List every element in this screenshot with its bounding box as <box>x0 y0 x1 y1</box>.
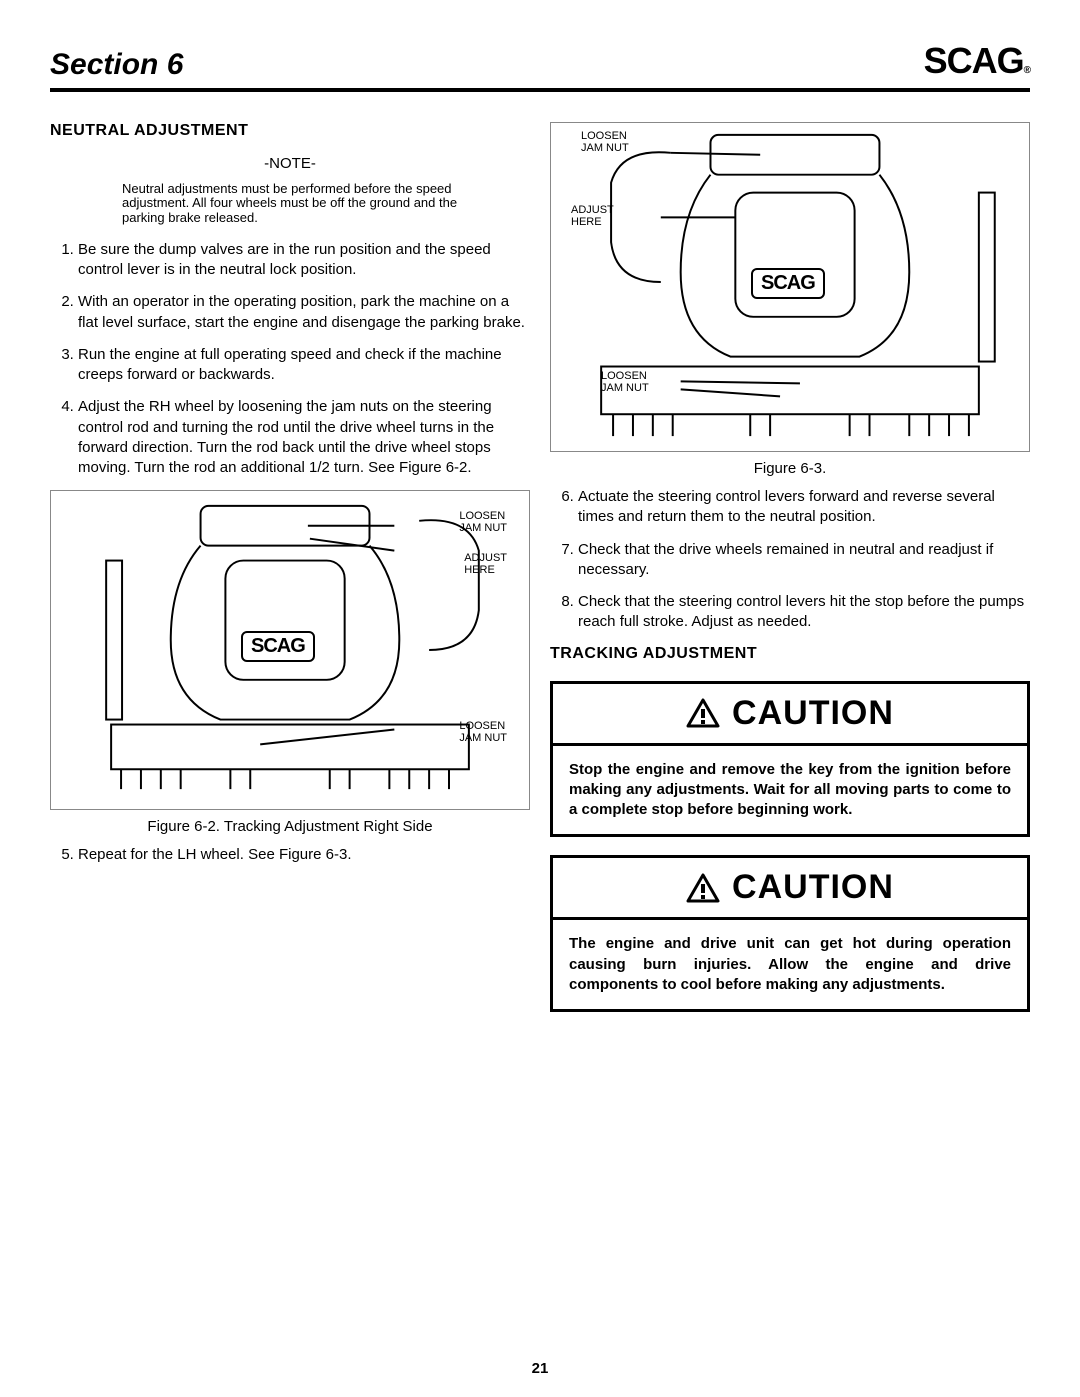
right-steps-list: Actuate the steering control levers forw… <box>550 487 1030 633</box>
note-body: Neutral adjustments must be performed be… <box>122 182 458 225</box>
step-7: Check that the drive wheels remained in … <box>578 540 1030 581</box>
note-label: -NOTE- <box>50 155 530 172</box>
step-1: Be sure the dump valves are in the run p… <box>78 240 530 281</box>
caution-header-2: CAUTION <box>553 858 1027 920</box>
scag-plate-2: SCAG <box>751 268 825 299</box>
caution-body-2: The engine and drive unit can get hot du… <box>553 920 1027 1009</box>
left-column: NEUTRAL ADJUSTMENT -NOTE- Neutral adjust… <box>50 112 530 1030</box>
figure-6-3-caption: Figure 6-3. <box>550 460 1030 477</box>
warning-icon <box>686 698 720 728</box>
step-4: Adjust the RH wheel by loosening the jam… <box>78 397 530 478</box>
figure-6-2-drawing: LOOSENJAM NUT ADJUSTHERE LOOSENJAM NUT S… <box>50 490 530 810</box>
page-number: 21 <box>0 1360 1080 1377</box>
caution-word-1: CAUTION <box>732 694 894 733</box>
figure-6-2-caption: Figure 6-2. Tracking Adjustment Right Si… <box>50 818 530 835</box>
neutral-steps-list-cont: Repeat for the LH wheel. See Figure 6-3. <box>50 845 530 865</box>
label-loosen-jam-nut-2: LOOSENJAM NUT <box>459 721 507 744</box>
step-3: Run the engine at full operating speed a… <box>78 345 530 386</box>
step-8: Check that the steering control levers h… <box>578 592 1030 633</box>
section-title: Section 6 <box>50 48 183 82</box>
step-2: With an operator in the operating positi… <box>78 292 530 333</box>
caution-box-1: CAUTION Stop the engine and remove the k… <box>550 681 1030 838</box>
neutral-adjustment-heading: NEUTRAL ADJUSTMENT <box>50 122 530 140</box>
right-column: LOOSENJAM NUT ADJUSTHERE LOOSENJAM NUT S… <box>550 112 1030 1030</box>
neutral-steps-list: Be sure the dump valves are in the run p… <box>50 240 530 479</box>
caution-word-2: CAUTION <box>732 868 894 907</box>
caution-box-2: CAUTION The engine and drive unit can ge… <box>550 855 1030 1012</box>
label-adjust-here-1: ADJUSTHERE <box>464 553 507 576</box>
figure-6-3: LOOSENJAM NUT ADJUSTHERE LOOSENJAM NUT S… <box>550 122 1030 477</box>
step-5: Repeat for the LH wheel. See Figure 6-3. <box>78 845 530 865</box>
figure-6-2: LOOSENJAM NUT ADJUSTHERE LOOSENJAM NUT S… <box>50 490 530 835</box>
tracking-adjustment-heading: TRACKING ADJUSTMENT <box>550 645 1030 663</box>
warning-icon <box>686 873 720 903</box>
label-loosen-jam-nut-4: LOOSENJAM NUT <box>601 371 649 394</box>
caution-body-1: Stop the engine and remove the key from … <box>553 746 1027 835</box>
content-columns: NEUTRAL ADJUSTMENT -NOTE- Neutral adjust… <box>50 112 1030 1030</box>
scag-plate-1: SCAG <box>241 631 315 662</box>
page-header: Section 6 SCAG® <box>50 40 1030 92</box>
step-6: Actuate the steering control levers forw… <box>578 487 1030 528</box>
caution-header-1: CAUTION <box>553 684 1027 746</box>
label-loosen-jam-nut-1: LOOSENJAM NUT <box>459 511 507 534</box>
label-adjust-here-2: ADJUSTHERE <box>571 205 614 228</box>
brand-logo: SCAG® <box>924 40 1030 82</box>
figure-6-3-drawing: LOOSENJAM NUT ADJUSTHERE LOOSENJAM NUT S… <box>550 122 1030 452</box>
label-loosen-jam-nut-3: LOOSENJAM NUT <box>581 131 629 154</box>
